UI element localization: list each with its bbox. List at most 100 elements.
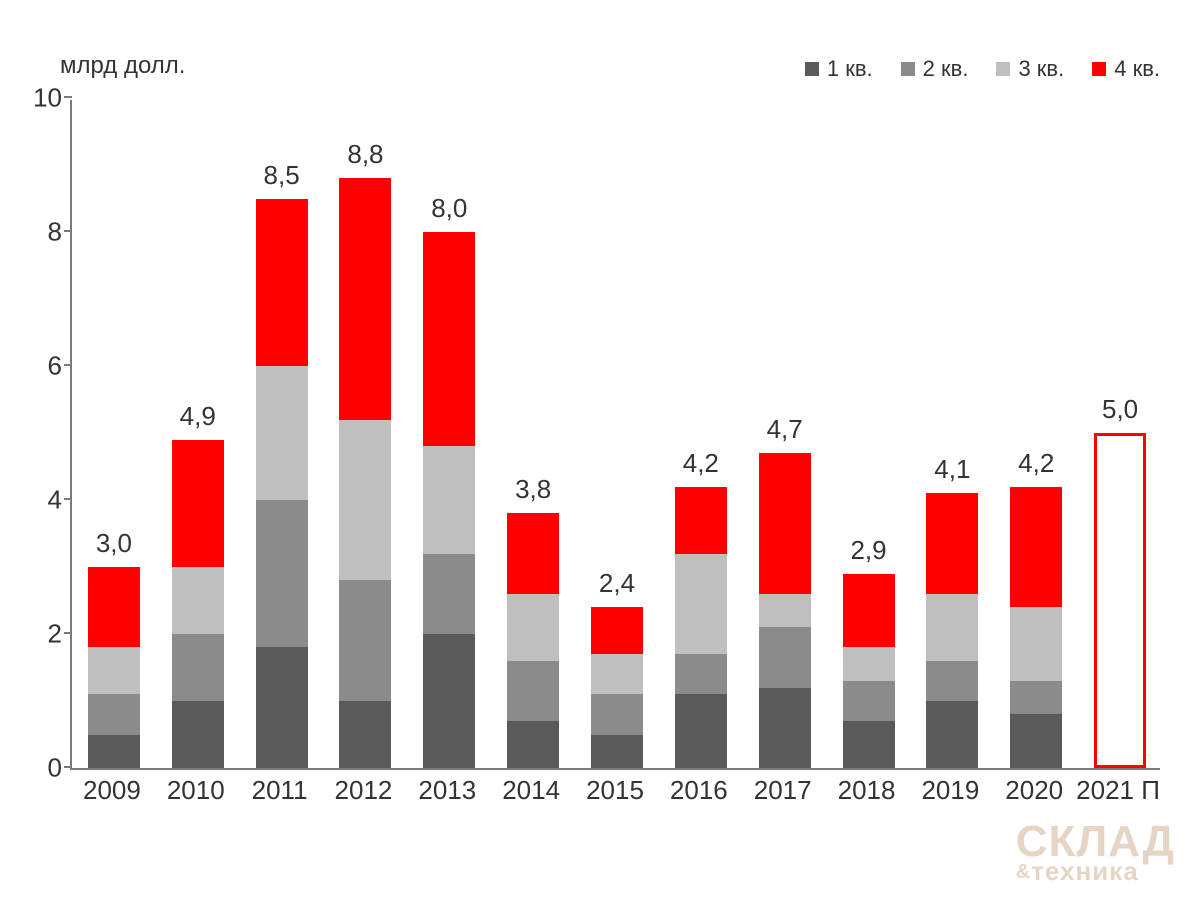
legend-label: 4 кв.	[1114, 56, 1160, 82]
bar-segment-q3	[926, 594, 978, 661]
bar-segment-q2	[675, 654, 727, 694]
y-tick-label: 4	[22, 485, 62, 516]
bar-segment-q1	[843, 721, 895, 768]
legend-item: 4 кв.	[1092, 56, 1160, 82]
bar-segment-q2	[1010, 681, 1062, 715]
bar-segment-q4	[256, 199, 308, 367]
x-tick-label: 2011	[238, 775, 322, 806]
legend-label: 2 кв.	[923, 56, 969, 82]
bar-segment-q1	[507, 721, 559, 768]
bar-total-label: 4,2	[1010, 448, 1062, 479]
bar-segment-q4	[172, 440, 224, 567]
bar-total-label: 2,4	[591, 568, 643, 599]
y-tick-label: 8	[22, 217, 62, 248]
bar-segment-q3	[1010, 607, 1062, 681]
bar-segment-q1	[926, 701, 978, 768]
legend-item: 1 кв.	[805, 56, 873, 82]
bar-forecast	[1094, 433, 1146, 768]
x-tick-label: 2014	[489, 775, 573, 806]
bar-segment-q3	[675, 554, 727, 655]
bar-total-label: 4,7	[759, 414, 811, 445]
legend-item: 3 кв.	[996, 56, 1064, 82]
bar-total-label: 2,9	[843, 535, 895, 566]
y-tick-mark	[64, 632, 72, 634]
bar-segment-q1	[172, 701, 224, 768]
y-tick-mark	[64, 96, 72, 98]
bar-segment-q4	[759, 453, 811, 594]
bar-segment-q4	[88, 567, 140, 647]
bar-total-label: 3,0	[88, 528, 140, 559]
x-tick-label: 2018	[825, 775, 909, 806]
bar-total-label: 4,9	[172, 401, 224, 432]
bar-segment-q3	[507, 594, 559, 661]
bar-segment-q1	[759, 688, 811, 768]
bar-segment-q2	[172, 634, 224, 701]
bar-segment-q3	[256, 366, 308, 500]
bar-segment-q3	[172, 567, 224, 634]
bar-segment-q2	[88, 694, 140, 734]
bar-segment-q2	[591, 694, 643, 734]
bar-segment-q1	[339, 701, 391, 768]
y-tick-label: 2	[22, 619, 62, 650]
plot-area: 3,04,98,58,88,03,82,44,24,72,94,14,25,0 …	[70, 100, 1160, 770]
x-tick-label: 2010	[154, 775, 238, 806]
bar-segment-q3	[591, 654, 643, 694]
x-tick-label: 2015	[573, 775, 657, 806]
bar-segment-q2	[759, 627, 811, 687]
bar-segment-q1	[675, 694, 727, 768]
y-tick-mark	[64, 498, 72, 500]
bar-segment-q4	[423, 232, 475, 446]
bar-total-label: 3,8	[507, 474, 559, 505]
bar-segment-q4	[843, 574, 895, 648]
bar-segment-q4	[1010, 487, 1062, 608]
x-tick-label: 2009	[70, 775, 154, 806]
bar-segment-q2	[256, 500, 308, 647]
bar-segment-q4	[507, 513, 559, 593]
legend: 1 кв. 2 кв. 3 кв. 4 кв.	[805, 56, 1160, 82]
legend-item: 2 кв.	[901, 56, 969, 82]
watermark-line2-text: техника	[1031, 856, 1138, 886]
bar-segment-q4	[675, 487, 727, 554]
x-tick-label: 2021 П	[1076, 775, 1160, 806]
bar-segment-q3	[843, 647, 895, 681]
y-tick-mark	[64, 364, 72, 366]
bar-segment-q1	[88, 735, 140, 769]
bar-segment-q2	[926, 661, 978, 701]
bar-segment-q3	[759, 594, 811, 628]
x-tick-label: 2019	[908, 775, 992, 806]
bar-segment-q1	[1010, 714, 1062, 768]
bar-segment-q2	[507, 661, 559, 721]
y-tick-mark	[64, 230, 72, 232]
bar-segment-q3	[423, 446, 475, 553]
bar-segment-q1	[591, 735, 643, 769]
watermark-line2: &техника	[1016, 860, 1175, 882]
x-tick-label: 2013	[405, 775, 489, 806]
bar-segment-q4	[339, 178, 391, 419]
x-tick-label: 2017	[741, 775, 825, 806]
bar-total-label: 8,5	[256, 160, 308, 191]
bars-layer: 3,04,98,58,88,03,82,44,24,72,94,14,25,0	[72, 100, 1160, 768]
bar-segment-q2	[843, 681, 895, 721]
bar-total-label: 4,1	[926, 454, 978, 485]
y-tick-label: 6	[22, 351, 62, 382]
bar-segment-q1	[423, 634, 475, 768]
legend-swatch	[901, 62, 915, 76]
y-tick-label: 10	[22, 83, 62, 114]
bar-segment-q2	[423, 554, 475, 634]
bar-segment-q2	[339, 580, 391, 701]
watermark-logo: СКЛАД &техника	[1016, 823, 1175, 882]
x-axis-labels: 2009201020112012201320142015201620172018…	[70, 775, 1160, 815]
x-tick-label: 2016	[657, 775, 741, 806]
bar-segment-q3	[339, 420, 391, 581]
legend-swatch	[805, 62, 819, 76]
legend-label: 3 кв.	[1018, 56, 1064, 82]
chart-container: млрд долл. 1 кв.2 кв.3 кв.4 кв. 3,04,98,…	[0, 0, 1200, 900]
bar-segment-q3	[88, 647, 140, 694]
x-tick-label: 2020	[992, 775, 1076, 806]
watermark-line1: СКЛАД	[1016, 823, 1175, 860]
bar-total-label: 4,2	[675, 448, 727, 479]
legend-label: 1 кв.	[827, 56, 873, 82]
y-tick-mark	[64, 766, 72, 768]
bar-segment-q4	[591, 607, 643, 654]
y-tick-label: 0	[22, 753, 62, 784]
